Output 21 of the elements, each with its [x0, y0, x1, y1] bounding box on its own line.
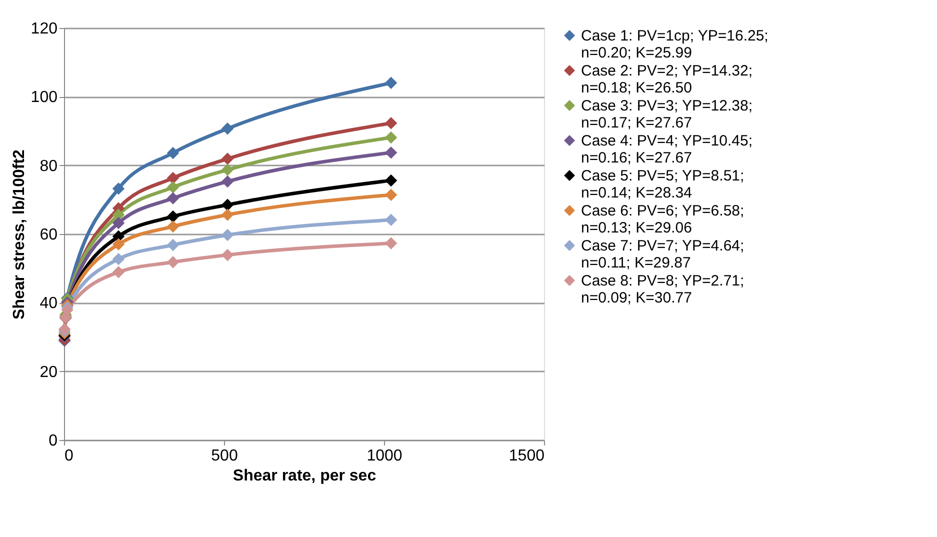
x-tick-label: 0	[64, 448, 74, 464]
legend-label: Case 7: PV=7; YP=4.64; n=0.11; K=29.87	[581, 238, 744, 272]
y-tick-label: 60	[40, 226, 58, 244]
x-tick-label: 1500	[508, 448, 545, 464]
y-axis-title: Shear stress, lb/100ft2	[10, 149, 28, 320]
legend-label: Case 3: PV=3; YP=12.38; n=0.17; K=27.67	[581, 98, 753, 132]
legend-label: Case 8: PV=8; YP=2.71; n=0.09; K=30.77	[581, 272, 744, 306]
y-tick-label: 0	[48, 432, 58, 450]
legend-label: Case 5: PV=5; YP=8.51; n=0.14; K=28.34	[581, 168, 744, 202]
legend-label: Case 6: PV=6; YP=6.58; n=0.13; K=29.06	[581, 202, 744, 236]
y-tick-label: 40	[40, 295, 58, 312]
y-tick-label: 20	[40, 364, 58, 381]
x-tick-label: 1000	[366, 448, 402, 464]
legend-label: Case 4: PV=4; YP=10.45; n=0.16; K=27.67	[581, 132, 753, 166]
y-tick-label: 100	[30, 89, 58, 106]
y-tick-label: 120	[30, 20, 58, 38]
legend-label: Case 2: PV=2; YP=14.32; n=0.18; K=26.50	[581, 62, 753, 96]
x-axis-title: Shear rate, per sec	[232, 468, 376, 484]
legend-label: Case 1: PV=1cp; YP=16.25; n=0.20; K=25.99	[581, 28, 768, 62]
x-tick-label: 500	[211, 448, 238, 464]
y-tick-label: 80	[40, 158, 58, 175]
